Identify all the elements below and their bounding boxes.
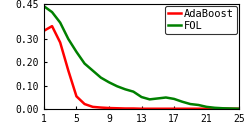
FOL — [42, 5, 45, 7]
Legend: AdaBoost, FOL: AdaBoost, FOL — [165, 6, 237, 34]
FOL — [75, 51, 78, 53]
AdaBoost — [59, 42, 62, 43]
FOL — [197, 104, 200, 106]
FOL — [164, 97, 167, 98]
FOL — [59, 22, 62, 23]
AdaBoost — [83, 103, 86, 105]
FOL — [189, 103, 192, 105]
FOL — [181, 101, 184, 102]
AdaBoost — [99, 107, 102, 108]
FOL — [205, 106, 208, 108]
AdaBoost — [181, 108, 184, 109]
AdaBoost — [108, 107, 111, 109]
FOL — [116, 86, 119, 87]
FOL — [230, 108, 233, 109]
AdaBoost — [124, 108, 127, 109]
FOL — [124, 89, 127, 90]
Line: FOL: FOL — [44, 6, 239, 109]
AdaBoost — [213, 108, 216, 109]
FOL — [173, 98, 175, 100]
FOL — [238, 108, 241, 109]
AdaBoost — [132, 108, 135, 109]
AdaBoost — [238, 108, 241, 109]
AdaBoost — [148, 108, 151, 109]
AdaBoost — [197, 108, 200, 109]
FOL — [213, 107, 216, 109]
AdaBoost — [230, 108, 233, 109]
FOL — [132, 91, 135, 92]
AdaBoost — [51, 25, 53, 27]
FOL — [221, 108, 224, 109]
Line: AdaBoost: AdaBoost — [44, 26, 239, 109]
FOL — [99, 77, 102, 78]
AdaBoost — [140, 108, 143, 109]
AdaBoost — [156, 108, 159, 109]
AdaBoost — [91, 106, 94, 108]
AdaBoost — [75, 96, 78, 97]
FOL — [140, 96, 143, 98]
FOL — [108, 82, 111, 83]
FOL — [148, 99, 151, 100]
FOL — [83, 63, 86, 64]
AdaBoost — [205, 108, 208, 109]
FOL — [156, 98, 159, 99]
AdaBoost — [42, 30, 45, 32]
FOL — [91, 70, 94, 71]
AdaBoost — [116, 108, 119, 109]
AdaBoost — [67, 70, 70, 71]
FOL — [67, 38, 70, 40]
AdaBoost — [173, 108, 175, 109]
AdaBoost — [221, 108, 224, 109]
FOL — [51, 11, 53, 13]
AdaBoost — [164, 108, 167, 109]
AdaBoost — [189, 108, 192, 109]
